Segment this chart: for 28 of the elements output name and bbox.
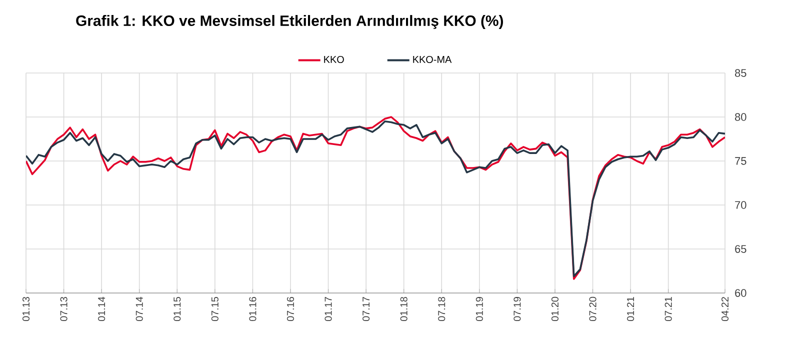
x-tick-label: 01.20: [551, 296, 559, 322]
x-tick-label: 07.16: [286, 296, 294, 322]
y-tick-label: 60: [735, 289, 746, 297]
x-tick-label: 07.19: [514, 296, 521, 322]
x-tick-label: 07.13: [60, 296, 68, 322]
x-tick-label: 01.15: [174, 296, 181, 322]
x-tick-label: 07.18: [438, 296, 446, 322]
y-tick-label: 70: [735, 201, 746, 209]
y-tick-label: 85: [735, 69, 746, 77]
y-tick-label: 65: [735, 245, 746, 253]
legend-label: KKO: [324, 56, 344, 64]
x-tick-label: 07.14: [136, 296, 143, 322]
x-tick-label: 01.16: [249, 296, 256, 322]
x-tick-label: 01.13: [22, 296, 30, 322]
x-tick-label: 07.17: [362, 297, 370, 322]
legend-label: KKO-MA: [413, 56, 452, 64]
x-tick-label: 01.21: [627, 297, 634, 322]
x-tick-label: 07.15: [211, 296, 218, 322]
x-tick-label: 01.19: [476, 296, 483, 322]
y-tick-label: 75: [735, 157, 746, 165]
x-tick-label: 07.20: [589, 296, 596, 322]
x-tick-label: 01.14: [98, 296, 106, 322]
chart-title: Grafik 1: KKO ve Mevsimsel Etkilerden Arındırılmış KKO (%): [76, 15, 504, 29]
x-tick-label: 07.21: [664, 297, 672, 322]
x-tick-label: 01.17: [324, 297, 332, 322]
x-tick-label: 01.18: [400, 296, 408, 322]
y-tick-label: 80: [735, 113, 746, 121]
x-tick-label: 04.22: [721, 297, 729, 322]
